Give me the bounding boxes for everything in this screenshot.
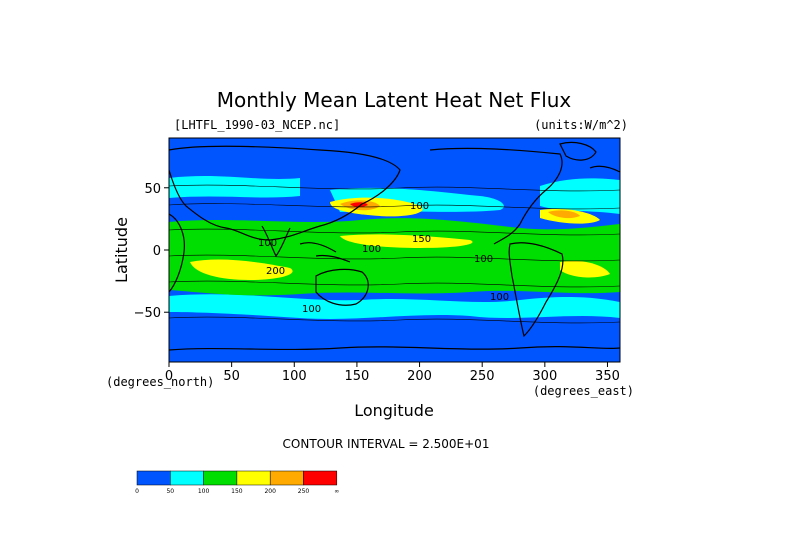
legend-swatch xyxy=(170,470,204,486)
x-unit-label: (degrees_east) xyxy=(533,384,634,398)
chart-title: Monthly Mean Latent Heat Net Flux xyxy=(217,88,572,112)
outline-south-america xyxy=(508,242,564,338)
contour-label: 150 xyxy=(412,234,431,245)
y-axis-ticks: −50 0 50 xyxy=(134,182,169,321)
outline-europe xyxy=(589,165,620,173)
x-axis-label: Longitude xyxy=(354,401,434,420)
contour-labels: 100 150 100 100 100 200 100 100 xyxy=(258,201,509,315)
source-file-label: [LHTFL_1990-03_NCEP.nc] xyxy=(174,118,340,132)
x-tick-label: 350 xyxy=(595,369,620,384)
outline-africa xyxy=(169,213,185,293)
outline-asia-europe xyxy=(169,145,401,241)
band-yellow-indian xyxy=(190,259,293,280)
units-label: (units:W/m^2) xyxy=(534,118,628,132)
contour-line xyxy=(169,316,620,324)
contour-label: 100 xyxy=(410,201,429,212)
legend-swatch xyxy=(203,470,238,486)
outline-australia xyxy=(315,268,369,306)
outline-greenland xyxy=(559,141,597,161)
contour-lines xyxy=(169,184,620,324)
outline-maritime-continent xyxy=(299,242,351,263)
outline-north-america xyxy=(429,147,563,245)
contour-line xyxy=(169,203,620,210)
y-tick-label: 0 xyxy=(153,244,161,259)
contour-label: 100 xyxy=(302,304,321,315)
continent-outlines xyxy=(169,141,620,351)
y-unit-label: (degrees_north) xyxy=(106,375,214,389)
legend-level-label: 0 xyxy=(135,488,139,495)
contour-label: 200 xyxy=(266,266,285,277)
x-tick-label: 300 xyxy=(532,369,557,384)
arctic-region xyxy=(169,138,620,160)
legend-swatch xyxy=(236,470,271,486)
band-yellow-south-atlantic xyxy=(560,260,610,278)
legend-level-label: 100 xyxy=(198,488,210,495)
legend-swatch xyxy=(269,470,304,486)
plot-area: 100 150 100 100 100 200 100 100 0 50 100 15… xyxy=(134,137,621,384)
contour-label: 100 xyxy=(362,244,381,255)
y-tick-label: −50 xyxy=(134,306,161,321)
x-tick-label: 250 xyxy=(470,369,495,384)
legend-level-label: 50 xyxy=(166,488,174,495)
antarctic-region xyxy=(169,330,620,362)
contour-label: 100 xyxy=(258,238,277,249)
contour-line xyxy=(169,280,620,288)
legend-level-label: 150 xyxy=(231,488,243,495)
outline-antarctica xyxy=(169,345,620,351)
color-legend: 0 50 100 150 200 250 ∞ xyxy=(135,470,339,495)
x-axis-ticks: 0 50 100 150 200 250 300 350 xyxy=(165,362,620,384)
y-axis-label: Latitude xyxy=(112,217,131,283)
y-tick-label: 50 xyxy=(144,182,161,197)
legend-level-label: 250 xyxy=(298,488,310,495)
contour-line xyxy=(169,228,620,236)
band-yellow-equatorial xyxy=(340,234,473,248)
contour-label: 100 xyxy=(474,254,493,265)
legend-swatch xyxy=(303,470,338,486)
band-cyan-north xyxy=(169,176,300,198)
contour-label: 100 xyxy=(490,292,509,303)
contour-line xyxy=(169,254,620,262)
band-cyan-north-atlantic xyxy=(540,178,620,214)
x-tick-label: 200 xyxy=(407,369,432,384)
hotspot-orange-gulfstream xyxy=(548,210,580,219)
band-cyan-south xyxy=(169,294,620,319)
x-tick-label: 50 xyxy=(223,369,240,384)
legend-level-label: ∞ xyxy=(334,488,339,495)
legend-level-label: 200 xyxy=(264,488,276,495)
contour-interval-label: CONTOUR INTERVAL = 2.500E+01 xyxy=(283,437,490,451)
x-tick-label: 100 xyxy=(282,369,307,384)
x-tick-label: 0 xyxy=(165,369,173,384)
contour-line xyxy=(169,184,620,192)
legend-swatch xyxy=(136,470,171,486)
x-tick-label: 150 xyxy=(345,369,370,384)
outline-india xyxy=(261,225,291,258)
